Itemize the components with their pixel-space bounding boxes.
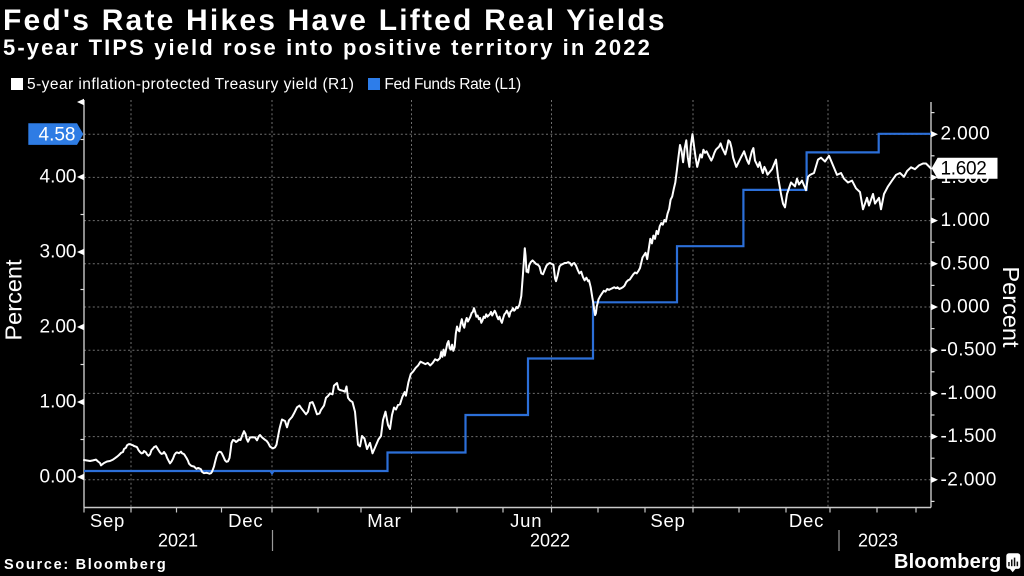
svg-text:1.602: 1.602 bbox=[941, 158, 987, 179]
svg-text:0.500: 0.500 bbox=[941, 253, 991, 274]
svg-text:1.000: 1.000 bbox=[941, 210, 991, 231]
svg-text:4.58: 4.58 bbox=[39, 125, 76, 146]
svg-text:-2.000: -2.000 bbox=[941, 469, 997, 490]
svg-text:0.000: 0.000 bbox=[941, 297, 991, 318]
svg-text:1.00: 1.00 bbox=[40, 392, 77, 413]
svg-text:2021: 2021 bbox=[158, 531, 198, 551]
svg-text:Mar: Mar bbox=[367, 510, 401, 531]
svg-text:3.00: 3.00 bbox=[40, 242, 77, 263]
svg-text:2.000: 2.000 bbox=[941, 124, 991, 145]
svg-text:2023: 2023 bbox=[858, 531, 898, 551]
svg-text:-1.500: -1.500 bbox=[941, 426, 997, 447]
svg-text:Percent: Percent bbox=[1, 259, 27, 340]
svg-text:Dec: Dec bbox=[228, 510, 263, 531]
svg-text:Percent: Percent bbox=[998, 267, 1024, 348]
svg-text:-0.500: -0.500 bbox=[941, 340, 997, 361]
svg-text:2.00: 2.00 bbox=[40, 317, 77, 338]
svg-text:Sep: Sep bbox=[90, 510, 125, 531]
svg-text:Sep: Sep bbox=[650, 510, 685, 531]
svg-text:Jun: Jun bbox=[510, 510, 542, 531]
svg-text:0.00: 0.00 bbox=[40, 467, 77, 488]
svg-text:2022: 2022 bbox=[530, 531, 570, 551]
svg-text:Dec: Dec bbox=[789, 510, 824, 531]
svg-text:4.00: 4.00 bbox=[40, 167, 77, 188]
svg-text:-1.000: -1.000 bbox=[941, 383, 997, 404]
